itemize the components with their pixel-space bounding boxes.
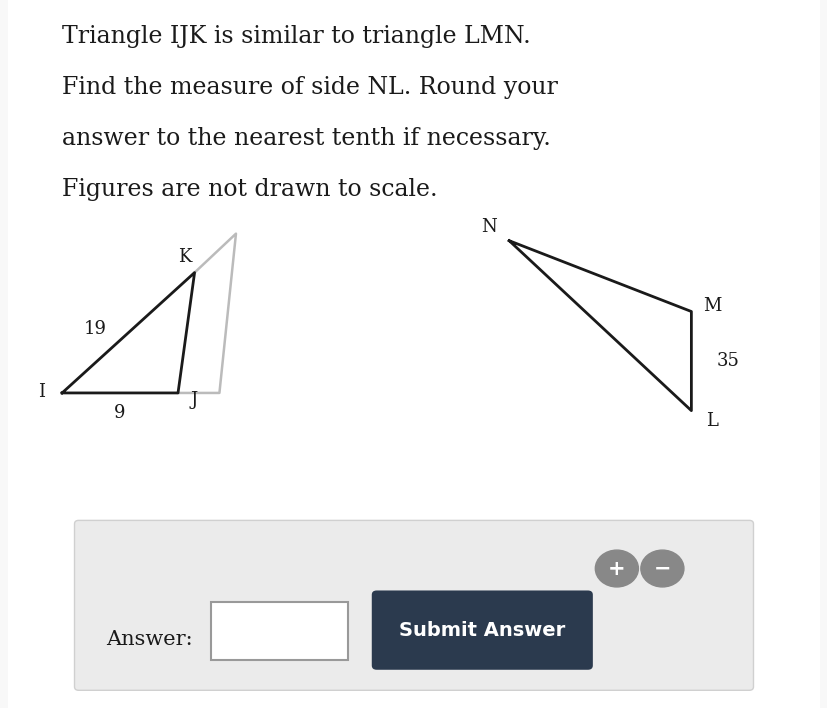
FancyBboxPatch shape bbox=[8, 0, 819, 708]
Text: Triangle IJK is similar to triangle LMN.: Triangle IJK is similar to triangle LMN. bbox=[62, 25, 530, 47]
Circle shape bbox=[640, 550, 683, 587]
Text: answer to the nearest tenth if necessary.: answer to the nearest tenth if necessary… bbox=[62, 127, 550, 149]
Text: Submit Answer: Submit Answer bbox=[399, 621, 565, 639]
Text: +: + bbox=[607, 559, 625, 578]
Text: −: − bbox=[653, 559, 671, 578]
Text: K: K bbox=[178, 248, 191, 266]
Text: M: M bbox=[702, 297, 720, 315]
Text: 19: 19 bbox=[84, 320, 107, 338]
Text: N: N bbox=[480, 217, 496, 236]
Circle shape bbox=[595, 550, 638, 587]
Text: L: L bbox=[705, 412, 717, 430]
Text: 35: 35 bbox=[715, 352, 739, 370]
Text: 9: 9 bbox=[114, 404, 126, 422]
FancyBboxPatch shape bbox=[211, 602, 347, 660]
Text: J: J bbox=[191, 391, 198, 409]
Text: Figures are not drawn to scale.: Figures are not drawn to scale. bbox=[62, 178, 437, 200]
Text: Answer:: Answer: bbox=[106, 630, 193, 649]
FancyBboxPatch shape bbox=[371, 590, 592, 670]
FancyBboxPatch shape bbox=[74, 520, 753, 690]
Text: I: I bbox=[38, 382, 45, 401]
Text: Find the measure of side NL. Round your: Find the measure of side NL. Round your bbox=[62, 76, 557, 98]
